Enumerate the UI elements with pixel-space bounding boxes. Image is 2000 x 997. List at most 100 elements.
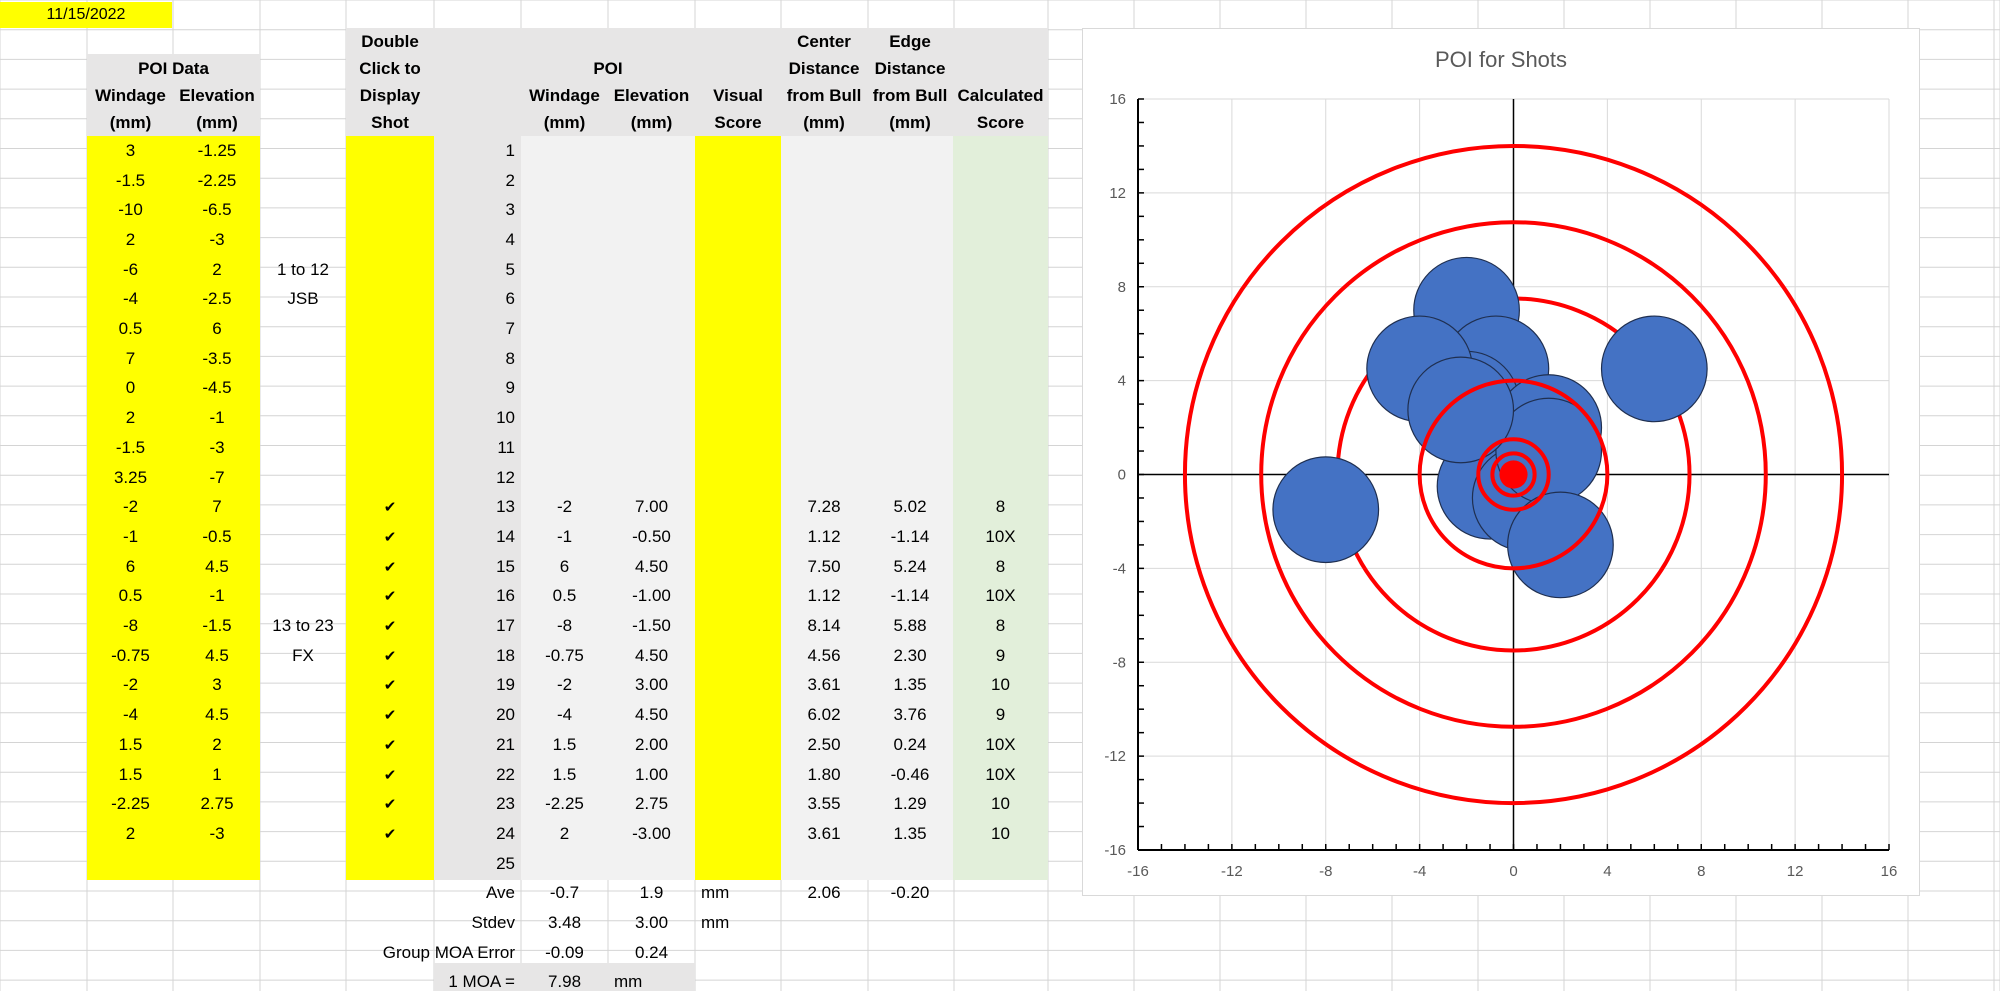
chart-y-tick-label: -4 xyxy=(1113,560,1126,577)
shot-checkbox[interactable] xyxy=(346,403,434,433)
ave-label: Ave xyxy=(486,883,515,903)
calculated-score-cell: 10 xyxy=(991,823,1010,843)
calculated-score-cell xyxy=(953,255,1048,285)
center-distance-cell xyxy=(781,463,867,493)
poi-chart[interactable]: POI for Shots -16 -12 -8 -4 0 4 8 12 16 -16 -12 -8 -… xyxy=(1082,28,1920,896)
shot-checkbox[interactable]: ✔ xyxy=(383,825,397,843)
shot-number: 10 xyxy=(496,408,515,428)
calculated-score-cell xyxy=(953,136,1048,166)
poi-elevation-cell xyxy=(608,314,695,344)
windage-cell: 6 xyxy=(125,556,136,576)
shot-checkbox[interactable] xyxy=(346,344,434,374)
windage-cell: 0 xyxy=(125,378,136,398)
chart-y-tick-label: 16 xyxy=(1109,91,1126,108)
header-poi-data: POI Data xyxy=(138,59,209,78)
elevation-cell: -1.5 xyxy=(202,616,232,636)
shot-checkbox[interactable] xyxy=(346,849,434,879)
chart-title: POI for Shots xyxy=(1435,47,1567,72)
shot-checkbox[interactable] xyxy=(346,136,434,166)
elevation-cell: -1 xyxy=(209,408,225,428)
windage-cell: 7 xyxy=(125,348,136,368)
poi-elevation-cell xyxy=(608,344,695,374)
center-distance-cell xyxy=(781,166,867,196)
windage-cell: -10 xyxy=(118,200,143,220)
date-cell[interactable] xyxy=(0,2,172,28)
moa-error-elevation: 0.24 xyxy=(634,942,669,962)
shot-checkbox[interactable] xyxy=(346,374,434,404)
center-distance-cell xyxy=(781,255,867,285)
chart-x-tick-label: -12 xyxy=(1221,863,1243,880)
calculated-score-cell xyxy=(953,195,1048,225)
poi-elevation-cell: -1.50 xyxy=(632,616,671,636)
shot-checkbox[interactable]: ✔ xyxy=(383,707,397,725)
calculated-score-cell xyxy=(953,166,1048,196)
windage-cell: -1 xyxy=(122,526,139,546)
calculated-score-cell xyxy=(953,463,1048,493)
poi-windage-cell: 6 xyxy=(559,556,570,576)
shot-checkbox[interactable] xyxy=(346,433,434,463)
shot-checkbox[interactable] xyxy=(346,285,434,315)
poi-windage-cell: -8 xyxy=(556,616,573,636)
windage-cell: -2 xyxy=(122,675,139,695)
chart-x-tick-label: -4 xyxy=(1413,863,1426,880)
shot-checkbox[interactable] xyxy=(346,225,434,255)
shot-checkbox[interactable]: ✔ xyxy=(383,736,397,754)
edge-distance-cell xyxy=(867,136,953,166)
shot-number: 19 xyxy=(496,675,515,695)
shot-number: 17 xyxy=(496,616,515,636)
shot-point xyxy=(1272,456,1380,564)
edge-distance-cell xyxy=(867,403,953,433)
calculated-score-cell: 8 xyxy=(995,556,1006,576)
header-windage: Windage xyxy=(95,86,166,105)
shot-checkbox[interactable]: ✔ xyxy=(383,796,397,814)
elevation-cell: -7 xyxy=(209,467,225,487)
shot-checkbox[interactable] xyxy=(346,255,434,285)
poi-elevation-cell: 4.50 xyxy=(634,556,669,576)
poi-elevation-cell: 4.50 xyxy=(634,705,669,725)
windage-cell: 1.5 xyxy=(118,764,143,784)
poi-elevation-cell xyxy=(608,255,695,285)
poi-windage-cell xyxy=(521,403,608,433)
poi-windage-cell xyxy=(521,136,608,166)
shot-checkbox[interactable]: ✔ xyxy=(383,588,397,606)
poi-windage-cell xyxy=(521,285,608,315)
center-distance-cell: 7.28 xyxy=(807,497,841,517)
elevation-cell xyxy=(174,849,260,879)
shot-checkbox[interactable]: ✔ xyxy=(383,618,397,636)
windage-cell: 2 xyxy=(125,229,136,249)
windage-cell: 0.5 xyxy=(118,319,143,339)
calculated-score-cell: 9 xyxy=(995,645,1006,665)
poi-elevation-cell: 2.00 xyxy=(634,734,669,754)
windage-cell: 3 xyxy=(125,140,136,160)
edge-distance-cell xyxy=(867,195,953,225)
distance-gray xyxy=(781,136,953,880)
poi-windage-cell: 2 xyxy=(559,823,570,843)
shot-checkbox[interactable]: ✔ xyxy=(383,499,397,517)
elevation-cell: 2 xyxy=(212,734,222,754)
shot-checkbox[interactable] xyxy=(346,314,434,344)
shot-checkbox[interactable]: ✔ xyxy=(383,528,397,546)
elevation-cell: 2 xyxy=(212,259,222,279)
calculated-score-cell xyxy=(953,403,1048,433)
elevation-cell: 4.5 xyxy=(205,705,229,725)
elevation-cell: 4.5 xyxy=(205,645,229,665)
chart-y-tick-label: 0 xyxy=(1118,467,1126,484)
moa-error-windage: -0.09 xyxy=(545,942,584,962)
target-ring xyxy=(1182,143,1845,806)
shot-checkbox[interactable] xyxy=(346,195,434,225)
ave-edge-distance: -0.20 xyxy=(890,883,930,903)
poi-windage-cell: -1 xyxy=(556,526,573,546)
shot-checkbox[interactable]: ✔ xyxy=(383,558,397,576)
poi-windage-cell xyxy=(521,344,608,374)
shot-number: 8 xyxy=(505,348,515,368)
shot-checkbox[interactable]: ✔ xyxy=(383,766,397,784)
shot-checkbox[interactable] xyxy=(346,463,434,493)
shot-checkbox[interactable] xyxy=(346,166,434,196)
shot-checkbox[interactable]: ✔ xyxy=(383,647,397,665)
poi-windage-cell: 0.5 xyxy=(552,586,577,606)
windage-cell: -6 xyxy=(122,259,139,279)
shot-checkbox[interactable]: ✔ xyxy=(383,677,397,695)
poi-windage-cell: -4 xyxy=(556,705,573,725)
center-distance-cell xyxy=(781,344,867,374)
header-calculated-score: Score xyxy=(976,113,1025,132)
